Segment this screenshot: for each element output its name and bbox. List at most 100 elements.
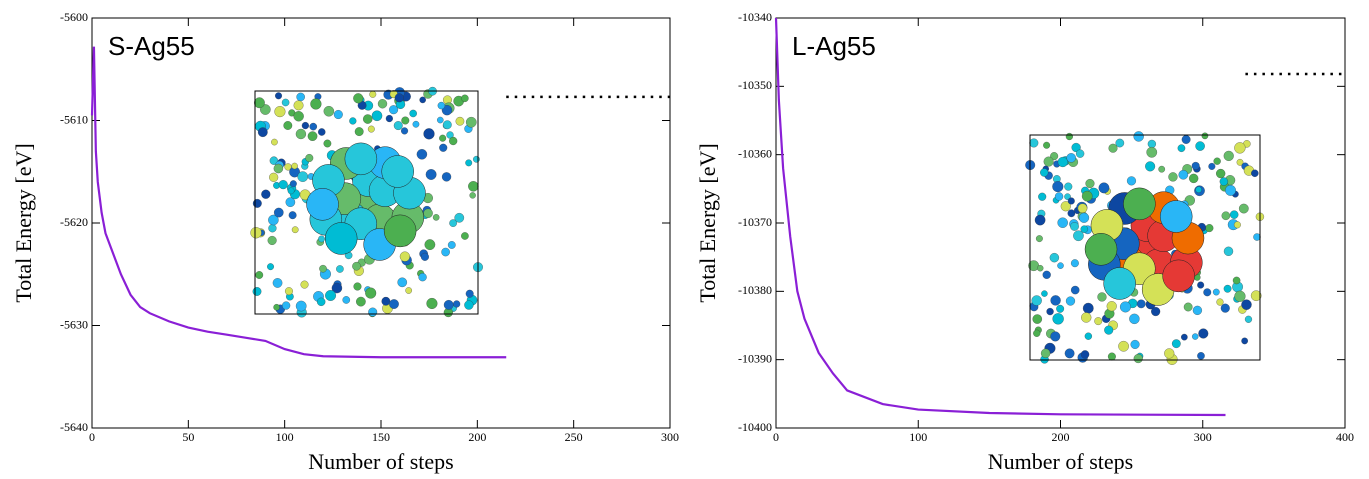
x-tick-label: 150 [372, 430, 390, 444]
atom [1234, 290, 1246, 302]
atom [305, 154, 314, 162]
atom [449, 136, 458, 146]
atom [1035, 235, 1043, 243]
atom [318, 128, 326, 136]
atom [1197, 352, 1205, 360]
atom [1216, 298, 1224, 306]
x-tick-label: 0 [773, 430, 779, 444]
atom [1216, 168, 1226, 179]
atom [1151, 306, 1161, 317]
atom [331, 282, 343, 294]
atom [447, 241, 456, 249]
y-tick-label: -5630 [60, 317, 88, 331]
atom [442, 120, 452, 130]
y-tick-label: -10350 [738, 78, 772, 92]
atom [287, 187, 295, 195]
cluster-atom [383, 214, 417, 248]
atom [1050, 152, 1059, 161]
x-axis-label: Number of steps [308, 449, 453, 474]
atom [1115, 138, 1125, 148]
atom [1038, 192, 1047, 201]
atom [1106, 301, 1117, 312]
y-tick-label: -10400 [738, 420, 772, 434]
atom [1046, 307, 1054, 316]
cluster-atom [1159, 200, 1193, 233]
atom [1108, 143, 1118, 153]
atom [1056, 304, 1065, 313]
atom [1029, 138, 1039, 148]
atom [1094, 317, 1103, 326]
atom [363, 114, 373, 124]
atom [1065, 296, 1076, 306]
atom [1234, 142, 1246, 154]
atom [1213, 157, 1221, 165]
atom [1081, 190, 1093, 202]
atom [1145, 161, 1156, 172]
cluster-atom [1162, 259, 1195, 293]
atom [288, 211, 297, 220]
atom [297, 171, 309, 182]
atom [1042, 270, 1051, 279]
atom [399, 251, 410, 262]
atom [309, 122, 318, 131]
atom [289, 180, 297, 188]
atom [1197, 281, 1205, 289]
atom [367, 125, 375, 133]
atom [1229, 210, 1239, 219]
atom [455, 116, 465, 126]
atom [255, 271, 264, 279]
atom [1241, 299, 1252, 310]
atom [252, 287, 262, 296]
atom [1220, 303, 1230, 313]
y-axis-label: Total Energy [eV] [11, 143, 36, 302]
atom [282, 301, 291, 310]
atom [269, 156, 279, 165]
cluster-atom [1123, 187, 1156, 221]
atom [1067, 209, 1076, 218]
atom [1057, 262, 1064, 269]
atom [473, 155, 480, 163]
atom [352, 261, 361, 271]
atom [416, 149, 428, 160]
atom [1082, 302, 1094, 314]
atom [389, 299, 399, 309]
atom [268, 214, 279, 226]
atom [1118, 340, 1129, 352]
atom [267, 263, 274, 271]
y-tick-label: -5610 [60, 112, 88, 126]
atom [464, 300, 474, 310]
atom [349, 117, 357, 125]
atom [1251, 169, 1259, 178]
atom [1054, 192, 1064, 201]
atom [423, 128, 435, 140]
atom [1080, 350, 1090, 359]
atom [278, 180, 288, 190]
atom [454, 212, 465, 223]
x-tick-label: 100 [909, 430, 927, 444]
atom [469, 192, 476, 199]
atom [432, 214, 440, 221]
atom [1126, 176, 1137, 186]
atom [443, 300, 454, 310]
atom [1130, 339, 1140, 349]
atom [1244, 315, 1253, 323]
cluster-atom [344, 142, 378, 176]
atom [468, 181, 479, 192]
atom [1195, 141, 1205, 151]
atom [437, 116, 444, 124]
inset-box [254, 90, 479, 315]
atom [1065, 132, 1073, 141]
energy-line [774, 17, 1226, 417]
atom [281, 98, 290, 107]
atom [283, 121, 293, 130]
y-tick-label: -10340 [738, 10, 772, 24]
atom [1040, 348, 1051, 358]
atom [268, 224, 277, 233]
atom [1032, 314, 1043, 324]
atom [441, 247, 450, 257]
atom [1084, 332, 1093, 340]
atom [1133, 353, 1143, 364]
atom [424, 239, 436, 250]
